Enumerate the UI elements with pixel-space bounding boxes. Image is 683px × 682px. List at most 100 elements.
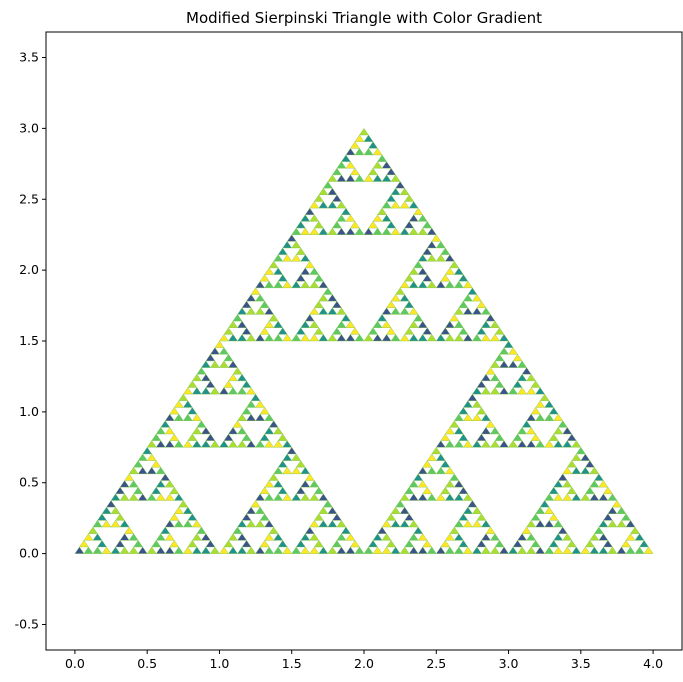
fractal-cell [146, 453, 157, 461]
fractal-cell [463, 506, 473, 514]
fractal-cell [476, 433, 487, 441]
fractal-cell [300, 546, 311, 554]
fractal-cell [318, 227, 329, 235]
fractal-cell [97, 539, 107, 548]
fractal-cell [458, 327, 469, 335]
fractal-cell [219, 347, 229, 355]
fractal-cell [535, 520, 546, 528]
fractal-cell [291, 334, 302, 342]
fractal-cell [417, 493, 428, 501]
fractal-cell [295, 486, 306, 495]
fractal-cell [345, 161, 356, 169]
fractal-cell [603, 486, 613, 495]
fractal-cell [133, 460, 144, 468]
fractal-cell [300, 493, 311, 501]
fractal-cell [481, 533, 491, 541]
fractal-cell [517, 373, 527, 382]
fractal-cell [395, 181, 406, 189]
fractal-cell [101, 506, 112, 514]
fractal-cell [354, 134, 365, 142]
fractal-cell [589, 480, 600, 488]
fractal-cell [196, 420, 207, 428]
fractal-cell [417, 267, 428, 275]
fractal-cell [426, 280, 437, 289]
fractal-cell [630, 526, 640, 534]
fractal-cell [309, 280, 320, 289]
fractal-cell [119, 546, 130, 554]
x-tick-label: 1.0 [210, 656, 230, 671]
fractal-cell [426, 334, 437, 342]
fractal-cell [259, 407, 270, 415]
fractal-cell [304, 207, 315, 215]
fractal-cell [494, 539, 505, 548]
fractal-cell [155, 533, 166, 541]
fractal-cell [237, 440, 247, 448]
fractal-cell [390, 520, 401, 528]
fractal-cell [390, 307, 401, 315]
fractal-cell [128, 533, 139, 541]
fractal-cell [196, 526, 207, 534]
fractal-cell [399, 294, 410, 302]
fractal-cell [494, 433, 505, 441]
fractal-cell [386, 221, 396, 229]
fractal-cell [413, 526, 424, 534]
fractal-cell [584, 539, 595, 548]
fractal-cell [377, 207, 387, 215]
fractal-cell [458, 486, 469, 495]
fractal-cell [291, 546, 302, 554]
fractal-cell [241, 513, 252, 521]
fractal-cell [381, 161, 392, 169]
fractal-cell [146, 440, 157, 448]
fractal-cell [237, 307, 247, 315]
y-tick-label: 3.0 [19, 120, 39, 135]
fractal-cell [219, 334, 229, 342]
fractal-cell [327, 546, 338, 554]
fractal-cell [616, 546, 627, 554]
fractal-cell [404, 300, 415, 308]
fractal-cell [282, 493, 293, 501]
fractal-cell [182, 413, 193, 421]
fractal-cell [508, 546, 518, 554]
fractal-cell [291, 493, 302, 501]
fractal-cell [155, 440, 166, 448]
fractal-cell [368, 167, 378, 176]
fractal-cell [250, 287, 261, 295]
fractal-cell [250, 500, 261, 508]
fractal-cell [191, 546, 202, 554]
fractal-cell [268, 314, 279, 322]
fractal-cell [313, 274, 324, 282]
fractal-cell [571, 440, 582, 448]
fractal-cell [580, 453, 591, 461]
fractal-cell [435, 493, 446, 501]
fractal-cell [435, 280, 446, 289]
fractal-cell [255, 440, 266, 448]
fractal-cell [210, 347, 220, 355]
fractal-cell [155, 480, 166, 488]
fractal-cell [372, 174, 383, 182]
fractal-cell [399, 227, 410, 235]
fractal-cell [422, 221, 433, 229]
fractal-cell [381, 546, 392, 554]
fractal-cell [485, 420, 496, 428]
fractal-cell [517, 387, 527, 395]
fractal-cell [205, 433, 216, 441]
fractal-cell [508, 440, 518, 448]
fractal-cell [571, 453, 582, 461]
fractal-cell [133, 539, 144, 548]
fractal-cell [426, 453, 437, 461]
fractal-cell [390, 334, 401, 342]
fractal-cell [155, 427, 166, 435]
fractal-cell [553, 546, 564, 554]
fractal-cell [313, 513, 324, 521]
fractal-cell [372, 227, 383, 235]
fractal-cell [273, 427, 284, 435]
fractal-cell [92, 520, 103, 528]
fractal-cell [467, 500, 478, 508]
fractal-cell [422, 539, 433, 548]
fractal-cell [241, 433, 252, 441]
fractal-cell [463, 307, 473, 315]
fractal-cell [309, 214, 320, 222]
fractal-cell [336, 546, 347, 554]
fractal-cell [201, 546, 211, 554]
fractal-cell [363, 134, 374, 142]
